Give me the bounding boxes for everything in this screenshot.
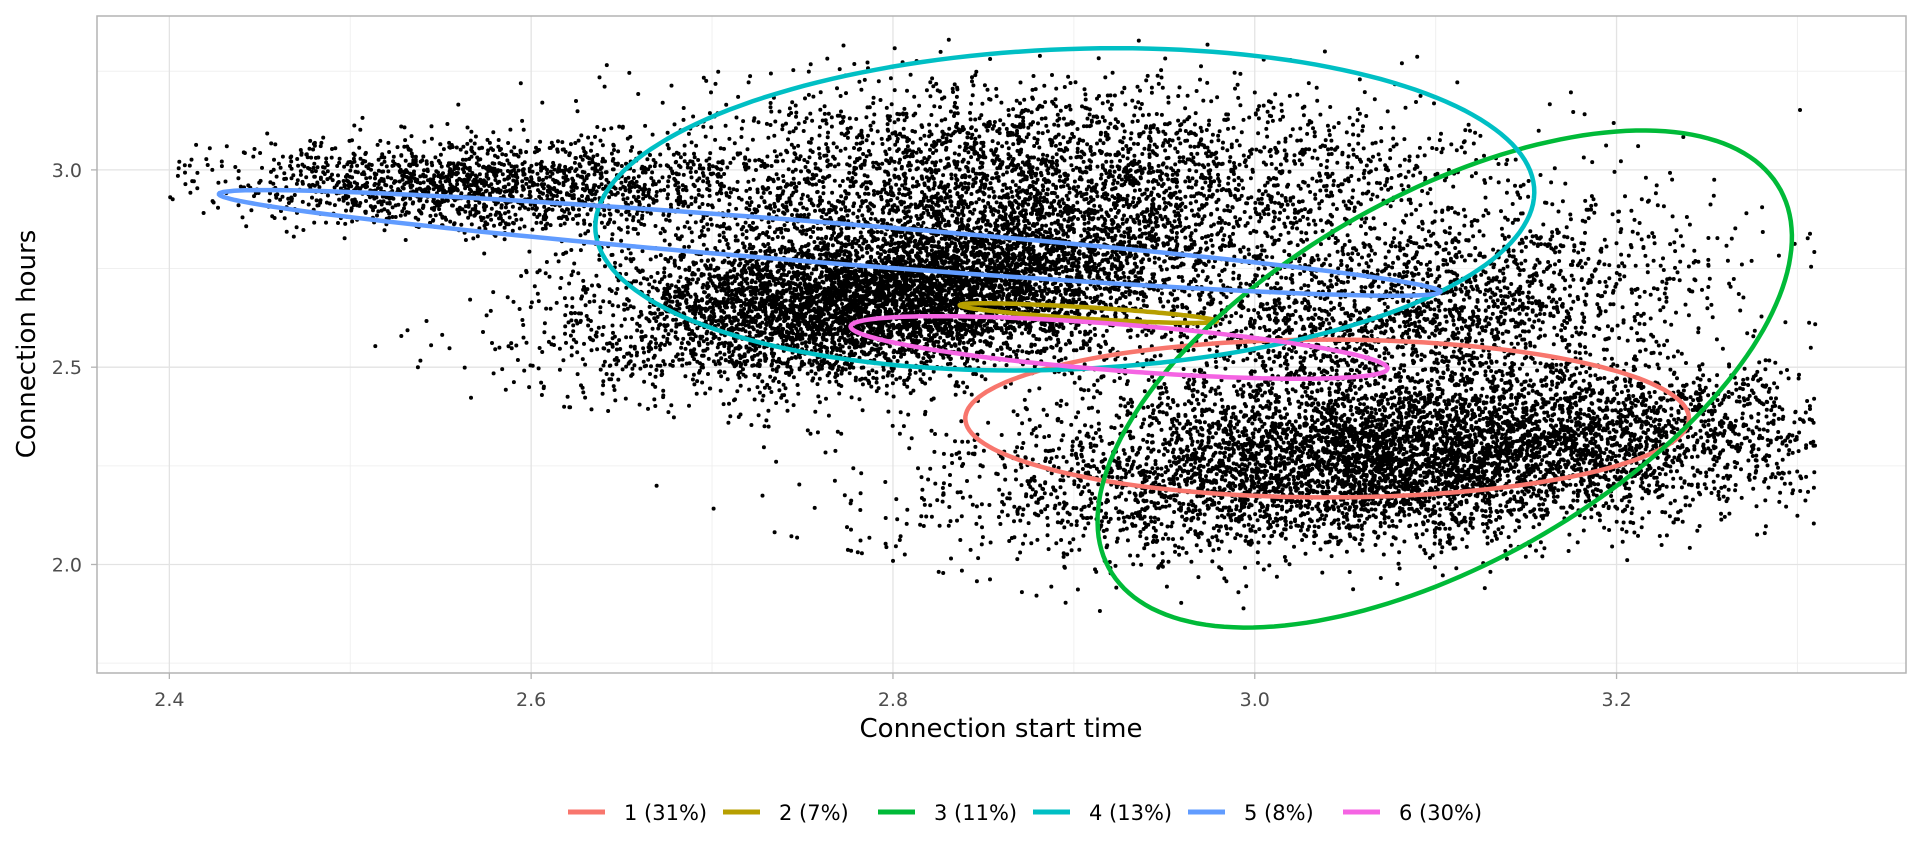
legend-item-6: 6 (30%) [1343, 801, 1482, 825]
x-tick-label: 3.0 [1240, 689, 1270, 711]
scatter-point [168, 37, 1818, 613]
legend-label: 5 (8%) [1244, 801, 1314, 825]
legend-item-1: 1 (31%) [568, 801, 707, 825]
x-axis-title: Connection start time [860, 714, 1143, 744]
cluster-ellipse-3 [1095, 128, 1795, 630]
cluster-ellipse-2 [957, 301, 1220, 326]
legend-label: 3 (11%) [934, 801, 1017, 825]
y-axis-ticks: 2.0 2.5 3.0 [52, 160, 97, 576]
x-tick-label: 2.6 [516, 689, 546, 711]
y-axis-title: Connection hours [12, 230, 42, 458]
plot-panel-border [96, 15, 1907, 674]
legend-item-5: 5 (8%) [1188, 801, 1314, 825]
legend-label: 4 (13%) [1089, 801, 1172, 825]
legend: 1 (31%) 2 (7%) 3 (11%) 4 (13%) 5 (8%) 6 (30%) [568, 801, 1482, 825]
x-tick-label: 2.8 [878, 689, 908, 711]
cluster-ellipses [216, 45, 1795, 630]
legend-label: 2 (7%) [779, 801, 849, 825]
x-tick-label: 3.2 [1601, 689, 1631, 711]
y-tick-label: 3.0 [52, 160, 82, 182]
x-tick-label: 2.4 [154, 689, 184, 711]
legend-item-3: 3 (11%) [878, 801, 1017, 825]
legend-item-4: 4 (13%) [1033, 801, 1172, 825]
y-tick-label: 2.5 [52, 357, 82, 379]
x-axis-ticks: 2.4 2.6 2.8 3.0 3.2 [154, 673, 1632, 711]
legend-label: 6 (30%) [1399, 801, 1482, 825]
plot-background [97, 16, 1906, 673]
scatter-points [168, 37, 1818, 613]
cluster-ellipse-6 [848, 313, 1390, 381]
cluster-ellipse-4 [593, 45, 1537, 373]
legend-label: 1 (31%) [624, 801, 707, 825]
y-tick-label: 2.0 [52, 554, 82, 576]
cluster-ellipse-5 [216, 187, 1443, 298]
legend-item-2: 2 (7%) [723, 801, 849, 825]
